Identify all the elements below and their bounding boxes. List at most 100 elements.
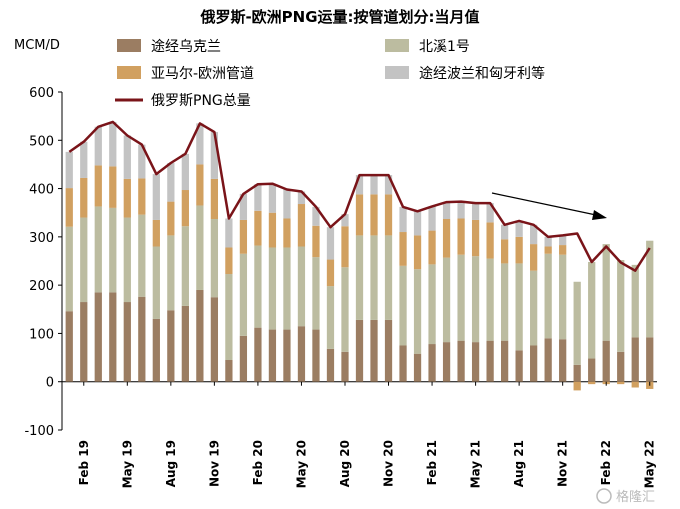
bar-segment-s2-m16 xyxy=(297,204,306,247)
bar-segment-s3-m6 xyxy=(152,174,160,220)
bar-segment-s2-m7 xyxy=(167,201,175,236)
bar-segment-s0-m29 xyxy=(486,340,494,382)
bar-segment-s1-m29 xyxy=(486,258,494,341)
bar-segment-s0-m16 xyxy=(297,326,306,382)
bar-segment-s1-m40 xyxy=(646,240,654,338)
bar-segment-s0-m40 xyxy=(646,337,654,382)
bar-segment-s0-m13 xyxy=(254,327,262,382)
bar-segment-s0-m18 xyxy=(326,348,335,382)
y-tick-label: -100 xyxy=(24,424,54,439)
bar-segment-s1-m27 xyxy=(457,254,465,341)
bar-segment-s1-m9 xyxy=(196,205,204,290)
bar-segment-s3-m29 xyxy=(486,203,494,223)
bar-segment-s2-m18 xyxy=(326,259,335,287)
trend-arrow-shaft xyxy=(491,192,597,216)
bar-segment-s2-m2 xyxy=(94,165,102,207)
bar-segment-s2-m8 xyxy=(181,190,189,227)
bar-segment-s0-m19 xyxy=(341,351,349,382)
x-tick-label: Aug 20 xyxy=(338,440,352,487)
x-tick-label: Feb 21 xyxy=(425,440,439,485)
bar-segment-s1-m1 xyxy=(80,217,88,303)
bar-segment-s0-m15 xyxy=(283,329,291,382)
x-tick-label: Nov 19 xyxy=(207,440,221,487)
bar-segment-s2-m38 xyxy=(617,381,625,385)
x-tick-label: May 20 xyxy=(294,440,308,488)
bar-segment-s0-m12 xyxy=(239,335,248,382)
chart-title: 俄罗斯-欧洲PNG运量:按管道划分:当月值 xyxy=(199,8,479,26)
bar-segment-s3-m12 xyxy=(239,193,248,220)
total-series-line xyxy=(68,120,651,272)
bar-segment-s0-m2 xyxy=(94,292,102,382)
bar-segment-s0-m11 xyxy=(225,359,233,382)
bar-segment-s0-m1 xyxy=(80,302,88,382)
y-axis: 600 500 400 300 200 100 0 -100 xyxy=(24,86,657,439)
bar-segment-s1-m22 xyxy=(384,235,393,320)
bar-segment-s1-m21 xyxy=(370,235,378,320)
bar-segment-s0-m22 xyxy=(384,319,393,382)
y-tick-label: 600 xyxy=(29,86,54,101)
x-tick-label: Nov 21 xyxy=(556,440,570,487)
bar-segment-s1-m3 xyxy=(109,207,117,293)
bar-segment-s0-m9 xyxy=(196,289,204,382)
bar-segment-s0-m35 xyxy=(573,364,581,382)
bar-segment-s1-m23 xyxy=(399,265,407,346)
y-tick-label: 100 xyxy=(29,327,54,342)
y-tick-label: 200 xyxy=(29,279,54,294)
trend-arrow xyxy=(491,192,607,220)
x-tick-label: Feb 20 xyxy=(251,440,265,485)
bar-segment-s1-m25 xyxy=(428,264,436,345)
bar-segment-s3-m30 xyxy=(500,224,509,240)
bar-segment-s3-m32 xyxy=(530,224,538,245)
bar-segment-s0-m33 xyxy=(544,338,552,382)
bar-segment-s3-m10 xyxy=(210,132,219,179)
watermark: 格隆汇 xyxy=(596,488,655,505)
bar-segment-s1-m24 xyxy=(413,269,422,354)
bar-segment-s3-m11 xyxy=(225,218,233,248)
bar-segment-s1-m30 xyxy=(500,263,509,341)
bar-segment-s3-m33 xyxy=(544,236,552,247)
bar-segment-s0-m28 xyxy=(471,342,480,382)
bar-segment-s1-m12 xyxy=(239,253,248,336)
bar-segment-s0-m8 xyxy=(181,305,189,382)
bar-segment-s2-m10 xyxy=(210,178,219,219)
x-tick-label: Feb 19 xyxy=(77,440,91,485)
x-tick-label: Aug 19 xyxy=(164,440,178,487)
x-tick-label: May 22 xyxy=(643,440,657,488)
legend-swatch-icon xyxy=(117,39,141,52)
bar-segment-s1-m34 xyxy=(559,254,567,340)
bar-segment-s0-m7 xyxy=(167,310,175,382)
bar-segment-s1-m6 xyxy=(152,246,160,319)
bar-segment-s2-m29 xyxy=(486,222,494,259)
bar-segment-s3-m18 xyxy=(326,227,335,260)
bar-segment-s3-m23 xyxy=(399,206,407,233)
legend-label: 途经乌克兰 xyxy=(151,38,221,55)
bar-segment-s3-m0 xyxy=(65,151,73,189)
y-tick-label: 500 xyxy=(29,134,54,149)
y-tick-label: 400 xyxy=(29,183,54,198)
bar-segment-s0-m14 xyxy=(268,329,277,382)
bar-segment-s1-m38 xyxy=(617,260,625,352)
bar-segment-s0-m21 xyxy=(370,319,378,382)
x-axis: Feb 19 May 19 Aug 19 Nov 19 Feb 20 May 20 Aug … xyxy=(77,381,657,488)
bar-segment-s0-m10 xyxy=(210,297,219,382)
bar-segment-s0-m17 xyxy=(312,329,320,382)
legend-label: 俄罗斯PNG总量 xyxy=(151,93,251,109)
bar-segment-s2-m35 xyxy=(573,381,581,391)
bar-segment-s3-m16 xyxy=(297,191,306,205)
bar-segment-s0-m24 xyxy=(413,353,422,382)
bar-segment-s3-m7 xyxy=(167,162,175,202)
bar-segment-s3-m15 xyxy=(283,189,291,219)
bar-segment-s3-m3 xyxy=(109,121,117,167)
bar-segment-s3-m19 xyxy=(341,214,349,227)
x-tick-label: Feb 22 xyxy=(599,440,613,485)
bar-segment-s2-m39 xyxy=(631,381,639,388)
bar-segment-s2-m22 xyxy=(384,194,393,236)
watermark-logo-icon xyxy=(596,488,612,504)
bar-segment-s0-m4 xyxy=(123,302,131,382)
bar-segment-s1-m4 xyxy=(123,217,131,303)
x-tick-label: May 21 xyxy=(469,440,483,488)
bar-segment-s2-m17 xyxy=(312,225,320,258)
bar-segment-s3-m25 xyxy=(428,206,436,231)
bar-segment-s1-m36 xyxy=(588,261,596,359)
